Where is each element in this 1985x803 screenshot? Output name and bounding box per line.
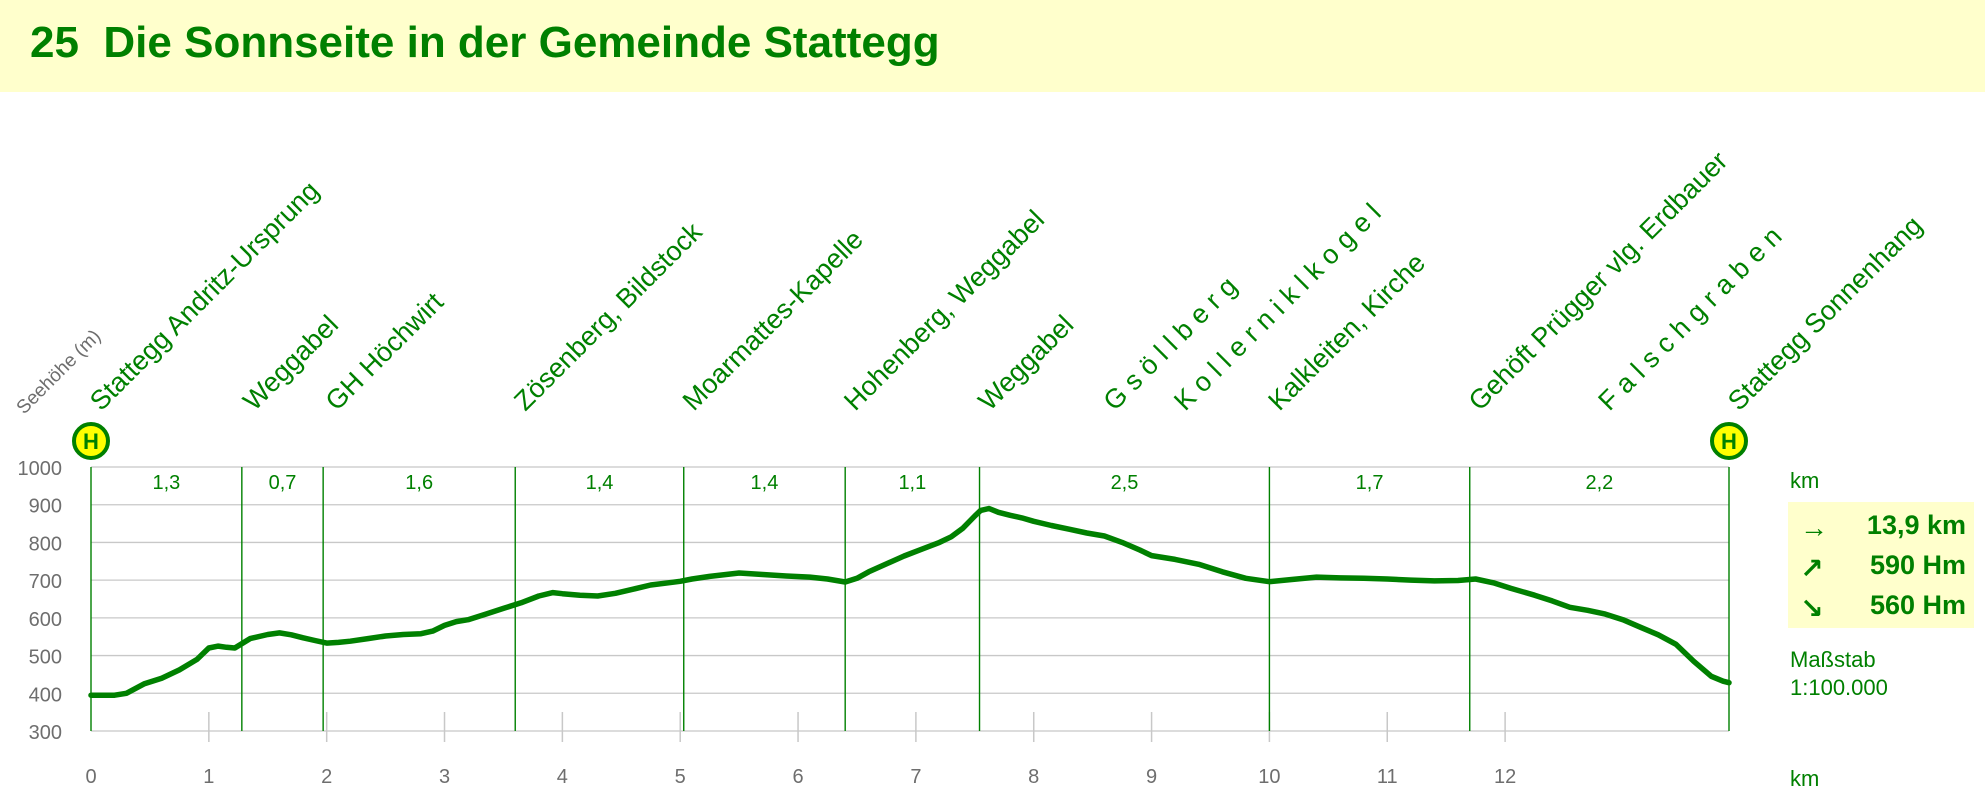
route-number: 25 bbox=[30, 18, 79, 67]
route-header: 25 Die Sonnseite in der Gemeinde Statteg… bbox=[0, 0, 1985, 92]
x-tick-label: 5 bbox=[675, 766, 686, 788]
route-title-text: 25 Die Sonnseite in der Gemeinde Statteg… bbox=[30, 18, 940, 68]
x-tick-label: 2 bbox=[321, 766, 332, 788]
segment-distance-label: 0,7 bbox=[269, 472, 297, 494]
x-tick-label: 11 bbox=[1377, 766, 1398, 788]
x-minor-ticks bbox=[208, 712, 1506, 742]
segment-distance-label: 1,3 bbox=[153, 472, 181, 494]
descent-value: 560 Hm bbox=[1869, 590, 1966, 620]
bus-stop-icon bbox=[72, 422, 110, 460]
distance-value: 13,9 km bbox=[1866, 510, 1966, 540]
segment-distance-label: 2,2 bbox=[1585, 472, 1613, 494]
segment-distance-label: 1,4 bbox=[751, 472, 779, 494]
elevation-series bbox=[88, 505, 1732, 698]
route-summary-box: → 13,9 km ↗ 590 Hm ↘ 560 Hm bbox=[1788, 502, 1974, 628]
waypoint-label: Zösenberg, Bildstock bbox=[508, 216, 708, 416]
ascent-row: ↗ 590 Hm bbox=[1788, 546, 1974, 586]
bus-stop-letter: H bbox=[83, 429, 99, 454]
bus-stop-icon bbox=[1710, 422, 1748, 460]
arrow-up-right-icon: ↗ bbox=[1800, 553, 1824, 584]
y-tick-label: 700 bbox=[29, 571, 62, 593]
segment-distance-label: 1,1 bbox=[898, 472, 926, 494]
scale-label: Maßstab bbox=[1790, 647, 1876, 672]
scale-info: Maßstab 1:100.000 bbox=[1790, 646, 1888, 702]
x-tick-label: 10 bbox=[1258, 766, 1280, 788]
y-tick-label: 500 bbox=[29, 647, 62, 669]
y-tick-label: 900 bbox=[29, 496, 62, 518]
x-tick-label: 4 bbox=[557, 766, 568, 788]
x-tick-label: 6 bbox=[792, 766, 803, 788]
scale-value: 1:100.000 bbox=[1790, 675, 1888, 700]
waypoint-label: Kalkleiten, Kirche bbox=[1262, 248, 1431, 417]
route-title: Die Sonnseite in der Gemeinde Stattegg bbox=[103, 18, 940, 67]
segment-distance-labels: 1,3 0,7 1,6 1,4 1,4 1,1 2,5 1,7 2,2 bbox=[153, 472, 1614, 494]
segment-distance-label: 1,7 bbox=[1356, 472, 1384, 494]
segment-boundaries bbox=[90, 467, 1730, 731]
y-tick-label: 400 bbox=[29, 684, 62, 706]
x-tick-label: 0 bbox=[85, 766, 96, 788]
y-tick-label: 800 bbox=[29, 533, 62, 555]
segment-distance-label: 1,6 bbox=[405, 472, 433, 494]
y-tick-labels: 300 400 500 600 700 800 900 1000 bbox=[18, 458, 63, 744]
chart-grid bbox=[91, 466, 1729, 732]
arrow-down-right-icon: ↘ bbox=[1800, 593, 1824, 624]
waypoint-label: Moarmattes-Kapelle bbox=[677, 224, 869, 416]
summary-unit-label: km bbox=[1790, 468, 1820, 493]
x-tick-label: 3 bbox=[439, 766, 450, 788]
waypoint-label: Weggabel bbox=[973, 309, 1080, 416]
bus-stop-letter: H bbox=[1721, 429, 1737, 454]
x-axis-unit-label: km bbox=[1790, 766, 1820, 791]
y-tick-label: 600 bbox=[29, 609, 62, 631]
elevation-line bbox=[88, 505, 1732, 698]
x-tick-label: 8 bbox=[1028, 766, 1039, 788]
x-tick-label: 1 bbox=[203, 766, 214, 788]
x-tick-label: 12 bbox=[1494, 766, 1516, 788]
arrow-right-icon: → bbox=[1800, 512, 1828, 543]
x-tick-label: 9 bbox=[1146, 766, 1157, 788]
distance-row: → 13,9 km bbox=[1788, 506, 1974, 546]
y-tick-label: 1000 bbox=[18, 458, 63, 480]
y-axis-label: Seehöhe (m) bbox=[13, 326, 106, 419]
waypoint-label: GH Höchwirt bbox=[320, 286, 450, 416]
segment-distance-label: 2,5 bbox=[1111, 472, 1139, 494]
x-tick-label: 7 bbox=[910, 766, 921, 788]
ascent-value: 590 Hm bbox=[1869, 550, 1966, 580]
segment-distance-label: 1,4 bbox=[586, 472, 614, 494]
waypoint-label: Gehöft Prügger vlg. Erdbauer bbox=[1463, 146, 1734, 417]
descent-row: ↘ 560 Hm bbox=[1788, 586, 1974, 626]
y-tick-label: 300 bbox=[29, 722, 62, 744]
x-tick-labels: 0 1 2 3 4 5 6 7 8 9 10 11 12 bbox=[85, 766, 1516, 788]
